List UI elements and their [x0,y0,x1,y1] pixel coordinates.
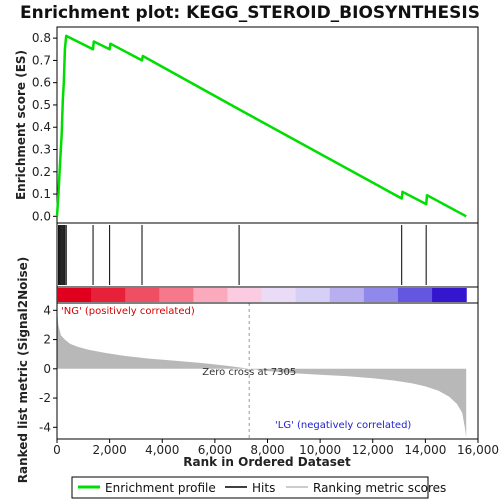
ranking-metric-area [57,310,467,438]
heatmap-block [397,288,433,302]
legend: Enrichment profile Hits Ranking metric sco… [71,476,446,499]
hit-marks [58,225,427,285]
es-tick-label: 0.3 [32,143,51,157]
x-axis-label: Rank in Ordered Dataset [183,455,351,469]
x-tick-label: 4,000 [145,443,179,457]
legend-label: Hits [252,481,275,495]
legend-label: Ranking metric scores [313,481,446,495]
x-tick-label: 12,000 [352,443,394,457]
metric-tick-label: -4 [39,420,51,434]
chart-title: Enrichment plot: KEGG_STEROID_BIOSYNTHES… [20,3,480,23]
es-ticks: 0.0 0.1 0.2 0.3 0.4 0.5 0.6 0.7 0.8 [32,31,57,223]
heatmap-block [91,288,126,302]
x-tick-label: 10,000 [299,443,341,457]
metric-axis-label: Ranked list metric (Signal2Noise) [16,257,30,484]
x-tick-label: 8,000 [250,443,284,457]
heatmap-block [261,288,297,302]
negative-correlation-label: 'LG' (negatively correlated) [275,420,411,431]
heatmap-block [227,288,263,302]
metric-tick-label: -2 [39,391,51,405]
legend-box [71,476,429,499]
metric-tick-label: 2 [43,333,51,347]
es-panel: 0.0 0.1 0.2 0.3 0.4 0.5 0.6 0.7 0.8 [32,26,479,224]
heatmap-block [159,288,194,302]
es-tick-label: 0.0 [32,209,51,223]
x-tick-label: 2,000 [92,443,126,457]
heatmap-block [125,288,160,302]
x-tick-label: 14,000 [404,443,446,457]
metric-tick-label: 4 [43,303,51,317]
heatmap-block [329,288,365,302]
x-tick-label: 16,000 [457,443,499,457]
heatmap-panel [56,286,479,304]
heatmap-block [193,288,229,302]
metric-panel: 4 2 0 -2 -4 Zero cross at 7305 'NG' (positiv… [39,302,479,440]
es-tick-label: 0.7 [32,53,51,67]
enrichment-profile-line [55,34,467,218]
heatmap-block [57,288,92,302]
metric-tick-label: 0 [43,362,51,376]
hits-panel-frame [56,222,479,288]
legend-label: Enrichment profile [105,481,216,495]
es-axis-label: Enrichment score (ES) [14,50,28,200]
heatmap-blocks [57,288,467,302]
positive-correlation-label: 'NG' (positively correlated) [61,306,195,317]
es-tick-label: 0.4 [32,120,51,134]
zero-cross-label: Zero cross at 7305 [202,367,296,378]
es-tick-label: 0.8 [32,31,51,45]
x-tick-label: 6,000 [198,443,232,457]
heatmap-block [363,288,399,302]
es-tick-label: 0.1 [32,187,51,201]
x-ticks: 0 2,000 4,000 6,000 8,000 10,000 12,000 14,000 1… [53,439,499,457]
heatmap-block [295,288,331,302]
es-tick-label: 0.5 [32,98,51,112]
es-tick-label: 0.2 [32,165,51,179]
x-tick-label: 0 [53,443,61,457]
hits-panel [56,222,479,288]
heatmap-block [432,288,467,302]
metric-ticks: 4 2 0 -2 -4 [39,303,57,434]
es-tick-label: 0.6 [32,76,51,90]
